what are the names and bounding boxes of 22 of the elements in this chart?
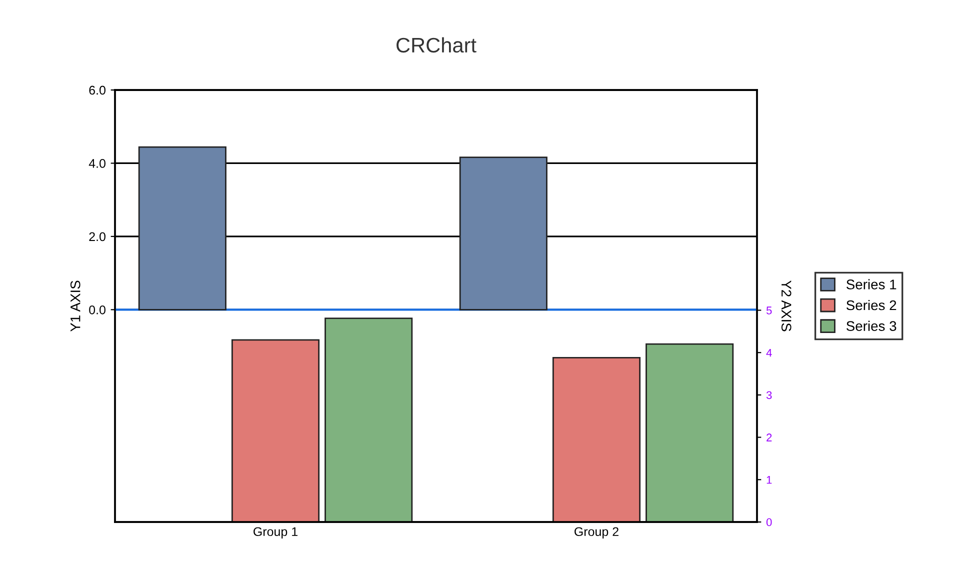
y-tick-label: 6.0	[89, 86, 106, 95]
bar	[646, 343, 734, 522]
legend-label: Series 1	[846, 279, 896, 290]
x-tick-label: Group 2	[574, 527, 618, 539]
y-tick-label: 4.0	[88, 159, 106, 168]
bar	[324, 318, 413, 522]
x-tick-label: Group 1	[254, 527, 298, 539]
bar	[552, 356, 641, 522]
y2-tick-label: 3	[766, 391, 772, 400]
y-tick-label: 2.0	[89, 232, 106, 242]
y2-axis-title: Y2 AXIS	[781, 280, 792, 332]
y2-tick-label: 0	[766, 518, 772, 526]
y-axis-title: Y1 AXIS	[70, 280, 80, 332]
y2-tick-label: 2	[766, 434, 772, 442]
chart-title: CRChart	[396, 37, 476, 53]
y2-tick-label: 1	[766, 476, 772, 484]
legend-label: Series 2	[846, 300, 896, 310]
y2-tick-label: 4	[766, 348, 772, 357]
y2-tick-label: 5	[766, 306, 772, 314]
legend-label: Series 3	[846, 320, 896, 331]
bar	[231, 339, 320, 522]
y-tick-label: 0.0	[89, 305, 106, 314]
